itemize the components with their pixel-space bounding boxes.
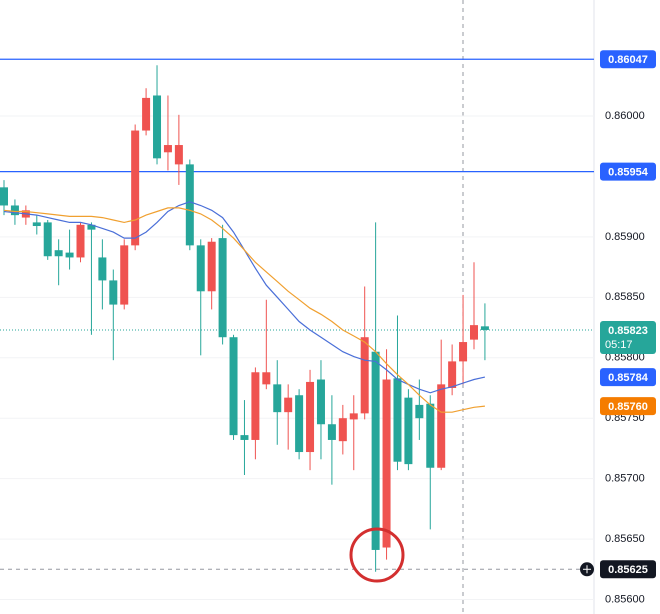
candle-body bbox=[404, 397, 413, 465]
candle-body bbox=[295, 395, 304, 453]
ma-label-bg bbox=[600, 368, 656, 387]
ma-label: 0.85760 bbox=[608, 401, 648, 413]
y-tick-label: 0.85700 bbox=[605, 473, 645, 485]
candle-body bbox=[284, 397, 293, 413]
candle-body bbox=[153, 95, 162, 159]
candle-body bbox=[185, 164, 194, 246]
candle-body bbox=[54, 250, 63, 257]
candle-body bbox=[251, 372, 260, 440]
y-tick-label: 0.85600 bbox=[605, 593, 645, 605]
price-line-label-bg bbox=[600, 50, 656, 69]
candle-body bbox=[415, 404, 424, 419]
current-price-label: 0.85823 bbox=[608, 325, 648, 337]
candle-body bbox=[10, 205, 19, 216]
candle-body bbox=[174, 145, 183, 165]
y-tick-label: 0.85800 bbox=[605, 352, 645, 364]
candle-body bbox=[262, 372, 271, 385]
candle-body bbox=[87, 224, 96, 230]
candle-body bbox=[480, 326, 489, 330]
candle-body bbox=[371, 351, 380, 550]
candle-body bbox=[229, 337, 238, 436]
candle-body bbox=[142, 97, 151, 131]
candle-body bbox=[131, 130, 140, 246]
candle-body bbox=[349, 413, 358, 420]
price-line-label-bg bbox=[600, 162, 656, 181]
y-tick-label: 0.85900 bbox=[605, 231, 645, 243]
candle-body bbox=[426, 403, 435, 468]
candle-body bbox=[163, 145, 172, 153]
candle-body bbox=[327, 424, 336, 440]
candle-body bbox=[65, 252, 74, 258]
candle-body bbox=[218, 238, 227, 338]
moving-average bbox=[3, 207, 485, 413]
y-tick-label: 0.85650 bbox=[605, 533, 645, 545]
candle-body bbox=[360, 337, 369, 414]
countdown: 05:17 bbox=[605, 339, 633, 351]
candle-body bbox=[469, 325, 478, 340]
candle-body bbox=[306, 381, 315, 453]
candle-body bbox=[240, 435, 249, 440]
price-line-label: 0.86047 bbox=[608, 54, 648, 66]
candle-body bbox=[459, 342, 468, 362]
ma-label-bg bbox=[600, 397, 656, 416]
candle-body bbox=[0, 187, 8, 206]
candle-body bbox=[109, 280, 118, 305]
candle-body bbox=[120, 245, 129, 305]
candle-body bbox=[43, 222, 52, 257]
current-price-bg bbox=[600, 320, 656, 354]
crosshair-label-bg bbox=[600, 560, 656, 579]
ma-label: 0.85784 bbox=[608, 372, 649, 384]
candle-body bbox=[76, 224, 85, 258]
price-line-label: 0.85954 bbox=[608, 167, 649, 179]
candle-body bbox=[273, 384, 282, 413]
candle-body bbox=[316, 379, 325, 425]
candle-body bbox=[98, 257, 107, 281]
candle-body bbox=[207, 241, 216, 292]
y-tick-label: 0.85850 bbox=[605, 291, 645, 303]
candle-body bbox=[338, 418, 347, 442]
candle-body bbox=[448, 361, 457, 388]
highlight-circle bbox=[349, 527, 405, 583]
candle-body bbox=[393, 378, 402, 462]
candle-body bbox=[382, 379, 391, 548]
crosshair-label: 0.85625 bbox=[608, 564, 648, 576]
candle-body bbox=[196, 245, 205, 292]
y-tick-label: 0.86000 bbox=[605, 110, 645, 122]
candle-body bbox=[437, 384, 446, 468]
candle-body bbox=[32, 222, 41, 227]
